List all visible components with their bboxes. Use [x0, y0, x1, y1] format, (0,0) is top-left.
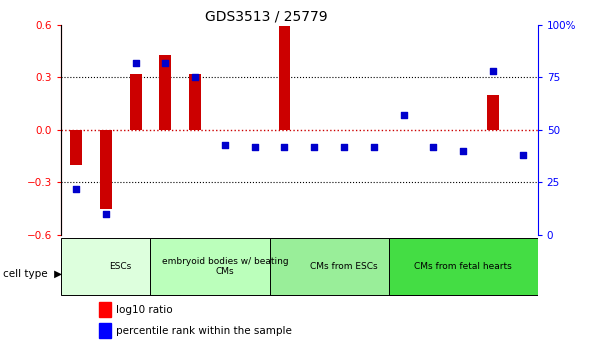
Point	[369, 144, 379, 149]
Text: log10 ratio: log10 ratio	[116, 304, 172, 315]
Point	[339, 144, 349, 149]
Point	[131, 60, 141, 65]
Bar	[61, 238, 180, 295]
Bar	[159, 55, 171, 130]
Bar	[130, 74, 142, 130]
Bar	[150, 238, 299, 295]
Point	[190, 74, 200, 80]
Bar	[99, 323, 111, 338]
Point	[428, 144, 438, 149]
Text: CMs from fetal hearts: CMs from fetal hearts	[414, 262, 512, 271]
Title: GDS3513 / 25779: GDS3513 / 25779	[205, 10, 327, 24]
Bar	[279, 25, 290, 130]
Point	[101, 211, 111, 217]
Point	[399, 112, 409, 118]
Bar	[100, 130, 112, 209]
Text: cell type  ▶: cell type ▶	[3, 269, 62, 279]
Point	[518, 152, 528, 158]
Point	[280, 144, 290, 149]
Text: embryoid bodies w/ beating
CMs: embryoid bodies w/ beating CMs	[162, 257, 288, 276]
Bar	[99, 302, 111, 317]
Bar	[70, 130, 82, 165]
Point	[161, 60, 170, 65]
Point	[488, 68, 498, 74]
Bar	[487, 95, 499, 130]
Bar	[189, 74, 201, 130]
Text: ESCs: ESCs	[109, 262, 132, 271]
Point	[309, 144, 319, 149]
Point	[250, 144, 260, 149]
Text: percentile rank within the sample: percentile rank within the sample	[116, 326, 292, 336]
Text: CMs from ESCs: CMs from ESCs	[310, 262, 378, 271]
Point	[220, 142, 230, 147]
Point	[71, 186, 81, 192]
Point	[458, 148, 468, 154]
Bar	[269, 238, 419, 295]
Bar	[389, 238, 538, 295]
